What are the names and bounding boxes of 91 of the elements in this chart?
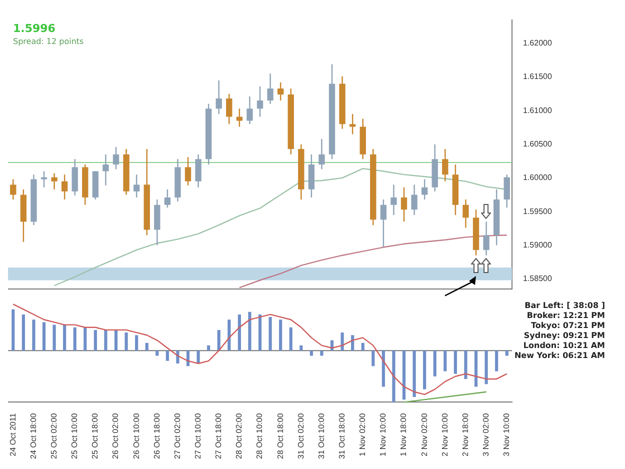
annotation: 1.5996	[13, 22, 56, 35]
text: New York: 06:21 AM	[514, 351, 606, 360]
x-tick-label: 28 Oct 10:00	[255, 412, 264, 460]
x-tick-label: 26 Oct 10:00	[132, 412, 141, 460]
x-tick-label: 3 Nov 10:00	[502, 412, 512, 456]
y-tick-label: 1.60000	[523, 173, 552, 182]
y-tick-label: 1.59500	[523, 206, 552, 216]
bar	[464, 350, 468, 379]
bar	[73, 327, 76, 351]
x-tick-label: 27 Oct 18:00	[214, 412, 224, 460]
bar	[454, 350, 457, 374]
bar	[289, 327, 292, 351]
bar	[340, 332, 344, 351]
bar	[258, 314, 262, 351]
bar	[94, 330, 97, 351]
bar	[42, 322, 46, 351]
bar	[186, 350, 190, 366]
bar	[423, 350, 426, 390]
x-tick-label: 27 Oct 10:00	[193, 412, 202, 460]
x-tick-label: 24 Oct 18:00	[28, 412, 38, 460]
bar	[412, 350, 416, 398]
bar	[433, 350, 436, 376]
y-tick-label: 1.62000	[523, 38, 552, 48]
x-tick-label: 25 Oct 02:00	[49, 412, 58, 460]
text: Tokyo: 07:21 PM	[531, 321, 606, 330]
x-tick-label: 1 Nov 02:00	[358, 412, 368, 456]
x-tick-label: 28 Oct 02:00	[234, 412, 244, 460]
bar	[166, 350, 169, 361]
text: Sydney: 09:21 PM	[524, 331, 606, 340]
bar	[22, 314, 25, 351]
x-tick-label: 3 Nov 02:00	[481, 412, 490, 456]
x-tick-label: 24 Oct 2011	[8, 412, 18, 456]
y-tick-label: 1.60500	[523, 140, 552, 149]
x-tick-label: 27 Oct 02:00	[172, 412, 182, 460]
bar	[12, 309, 15, 351]
x-tick-label: 25 Oct 10:00	[70, 412, 80, 460]
x-tick-label: 1 Nov 10:00	[378, 412, 388, 456]
x-tick-label: 25 Oct 18:00	[90, 412, 100, 460]
bar	[63, 324, 66, 351]
bar	[372, 350, 375, 366]
y-tick-label: 1.59000	[523, 240, 552, 250]
bar	[238, 314, 241, 351]
x-tick-label: 2 Nov 18:00	[460, 412, 470, 456]
bar	[300, 345, 303, 351]
x-tick-label: 2 Nov 10:00	[440, 412, 450, 456]
bar	[124, 332, 128, 351]
x-tick-label: 31 Oct 02:00	[296, 412, 306, 460]
y-tick-label: 1.61500	[523, 72, 552, 82]
x-tick-label: 31 Oct 10:00	[316, 412, 326, 460]
bar	[145, 342, 148, 351]
text: Broker: 12:21 PM	[526, 311, 606, 320]
bar	[484, 350, 488, 384]
bar	[361, 342, 364, 351]
candlestick	[51, 173, 58, 190]
candlestick	[390, 184, 397, 215]
bar	[207, 345, 210, 351]
candlestick	[102, 154, 109, 186]
x-tick-label: 28 Oct 18:00	[276, 412, 285, 460]
x-tick-label: 2 Nov 02:00	[420, 412, 429, 456]
bar	[474, 350, 478, 387]
bar	[402, 350, 406, 400]
y-tick-label: 1.61000	[523, 106, 552, 115]
text: Bar Left: [ 38:08 ]	[524, 301, 605, 310]
bar	[156, 350, 159, 356]
bar	[217, 330, 220, 351]
x-tick-label: 31 Oct 18:00	[337, 412, 346, 460]
bar	[351, 335, 354, 351]
bar	[382, 350, 385, 387]
bar	[279, 320, 282, 351]
annotation: Spread: 12 points	[13, 36, 84, 46]
bar	[114, 330, 118, 351]
bar	[495, 350, 498, 372]
bar	[196, 350, 200, 364]
x-tick-label: 26 Oct 18:00	[152, 412, 162, 460]
bar	[248, 312, 252, 351]
bar	[320, 350, 324, 356]
bar	[310, 350, 313, 356]
bar	[444, 350, 447, 372]
bar	[505, 350, 508, 356]
bar	[228, 320, 231, 351]
bar	[135, 335, 138, 351]
bar	[392, 350, 396, 402]
bar	[32, 320, 36, 351]
x-tick-label: 1 Nov 18:00	[399, 412, 408, 456]
bar	[104, 330, 108, 351]
bar	[52, 324, 56, 351]
y-tick-label: 1.58500	[523, 274, 552, 284]
bar	[84, 327, 87, 351]
x-tick-label: 26 Oct 02:00	[111, 412, 120, 460]
bar	[268, 317, 272, 351]
text: London: 10:21 AM	[523, 341, 606, 350]
